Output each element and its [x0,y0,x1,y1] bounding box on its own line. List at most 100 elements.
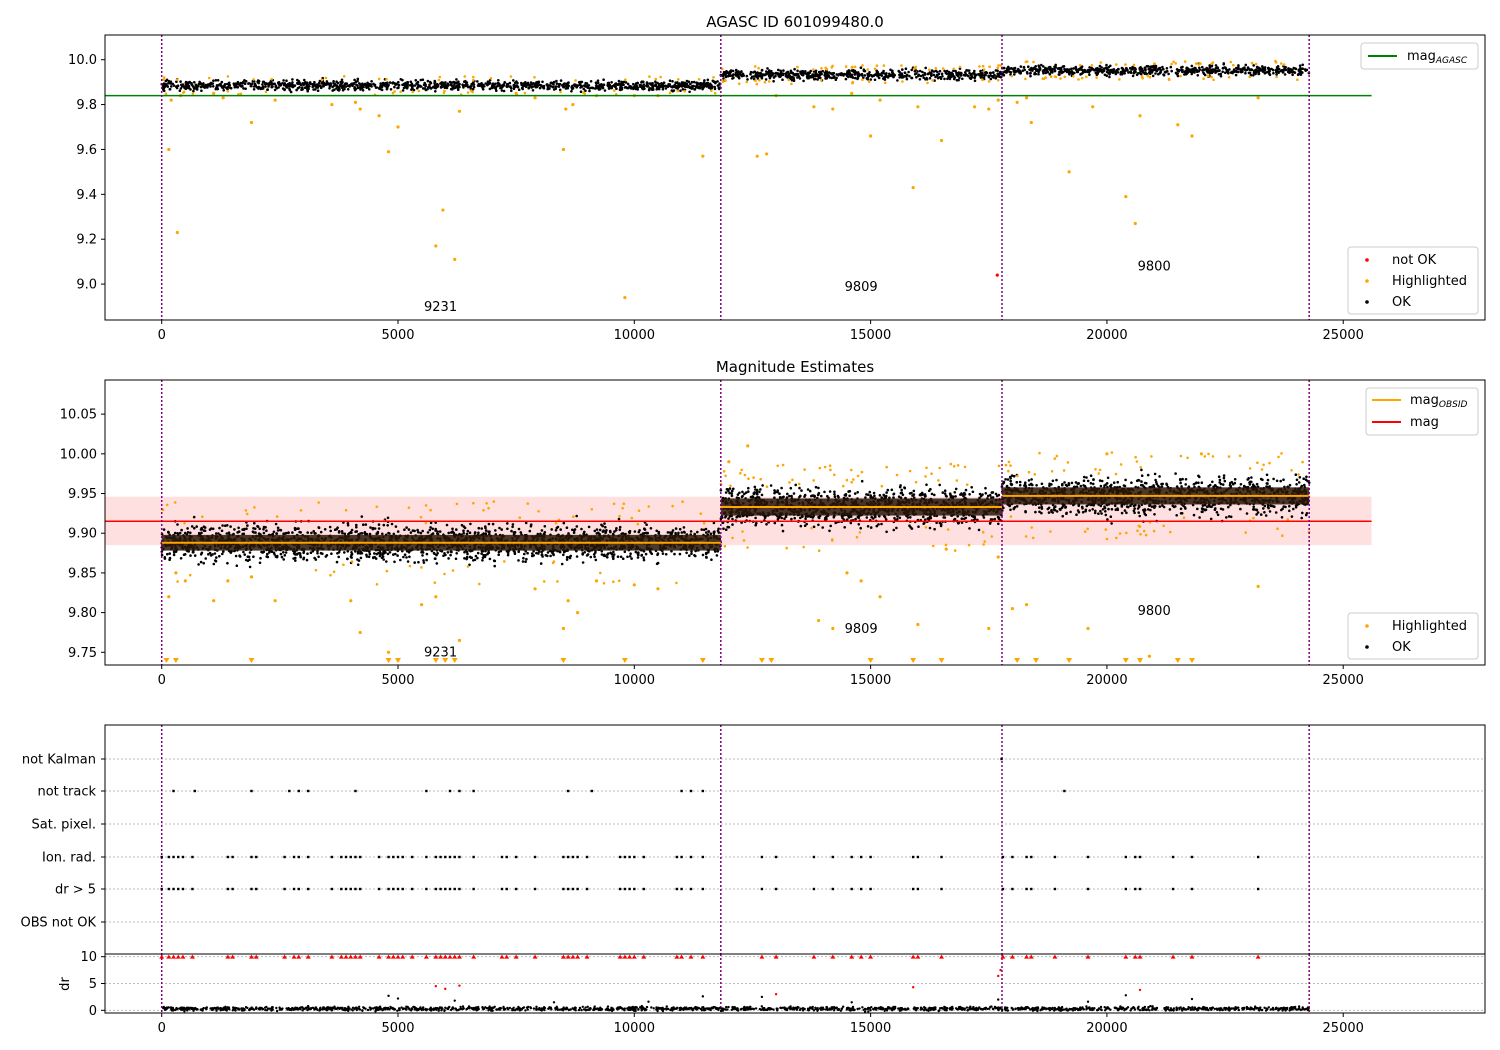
ok-point [251,530,255,533]
ok-point [600,523,603,527]
highlighted-point [377,77,381,81]
highlighted-point [830,66,834,69]
ok-point [455,552,459,555]
ok-point [854,71,858,74]
ok-point [442,554,445,558]
ok-point [788,494,791,498]
ok-point [1109,64,1112,68]
ok-point [554,529,558,532]
ok-point [356,558,359,561]
ok-point [1157,67,1160,70]
ok-point [467,85,470,89]
highlighted-point [861,64,864,67]
ok-point [403,553,407,556]
ok-point [283,554,287,557]
ok-point [449,553,452,557]
ok-point [174,550,178,553]
highlighted-point [613,89,616,92]
ok-point [786,75,790,79]
ok-point [344,82,347,86]
ok-point [1081,71,1085,74]
ok-point [663,84,667,88]
ok-point [363,82,367,86]
highlighted-point [939,138,944,143]
ok-point [1099,69,1103,72]
ok-point [329,84,333,87]
ok-point [1065,68,1069,71]
highlighted-point [676,89,679,93]
highlighted-point [411,90,415,94]
ok-point [216,79,220,82]
ok-point [524,521,528,525]
legend-agasc-label: magAGASC [1407,49,1468,66]
ok-point [892,492,896,496]
ok-point [191,550,195,554]
ok-point [524,81,527,84]
ok-point [1125,68,1129,72]
ok-point [1029,74,1032,78]
ok-point [1105,74,1109,77]
ok-point [275,532,279,535]
ok-point [661,87,665,91]
highlighted-point [385,77,388,81]
ok-point [162,89,166,93]
ok-point [588,87,591,90]
ok-point [306,531,310,534]
ok-point [594,81,598,84]
ok-point [311,83,314,86]
ok-point [445,84,448,87]
highlighted-point [713,91,717,95]
ok-point [508,81,512,85]
ok-point [944,71,948,75]
ok-point [800,70,804,73]
ok-point [291,78,294,81]
ok-point [641,86,644,90]
ok-point [1234,73,1238,77]
ok-point [200,89,203,92]
ok-point [382,83,386,87]
ok-point [226,85,230,89]
ok-point [649,82,653,85]
ok-point [434,90,437,93]
ok-point [922,515,925,519]
ok-point [487,530,490,533]
ok-point [1088,66,1091,69]
ok-point [548,84,551,87]
ok-point [480,527,484,530]
ok-point [612,553,616,556]
ok-point [329,529,333,533]
ok-point [496,84,499,88]
ok-point [943,77,946,81]
highlighted-point [996,98,1000,102]
ok-point [994,69,998,72]
ok-point [226,87,229,91]
ok-point [532,554,535,557]
ok-point [393,560,396,564]
ok-point [506,527,509,531]
ok-point [373,555,377,559]
ok-point [1023,68,1026,72]
ok-point [274,84,278,88]
highlighted-point [851,65,854,69]
ok-point [368,88,371,91]
ok-point [754,74,757,78]
ok-point [443,552,446,555]
ok-point [163,557,167,560]
ok-point [380,556,384,559]
ok-point [988,71,992,75]
ok-point [603,522,606,525]
ok-point [297,527,300,530]
highlighted-point [1049,75,1053,78]
ok-point [700,528,703,531]
highlighted-point [978,65,981,68]
highlighted-point [1080,76,1084,80]
ok-point [893,73,896,77]
ok-point [749,70,753,74]
ok-point [419,531,423,535]
ok-point [319,551,323,555]
ok-point [376,530,380,534]
ok-point [792,77,796,81]
ok-point [298,82,301,86]
ok-point [445,523,449,527]
ok-point [213,559,217,562]
